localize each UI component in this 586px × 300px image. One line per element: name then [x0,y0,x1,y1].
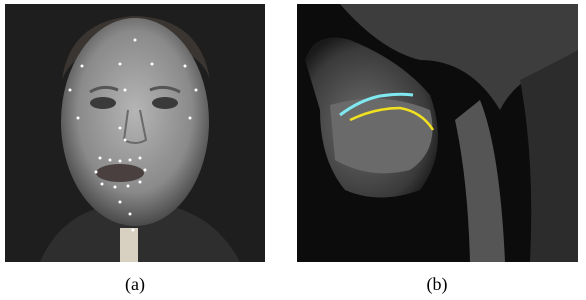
marker-dot [134,39,137,42]
marker-dot [99,157,102,160]
eye [152,97,178,109]
eye [90,97,116,109]
marker-dot [77,117,80,120]
caption: (a) [125,274,145,295]
marker-dot [195,89,198,92]
marker-dot [129,159,132,162]
marker-dot [124,89,127,92]
marker-dot [109,159,112,162]
marker-dot [119,201,122,204]
face [61,18,209,226]
marker-dot [144,169,147,172]
marker-dot [184,65,187,68]
marker-dot [127,185,130,188]
marker-dot [129,213,132,216]
marker-dot [189,117,192,120]
mouth [96,164,144,182]
panel-a-image [5,4,265,262]
marker-dot [139,157,142,160]
marker-dot [151,63,154,66]
marker-dot [81,65,84,68]
marker-dot [119,160,122,163]
marker-dot [119,127,122,130]
marker-dot [124,139,127,142]
marker-dot [119,63,122,66]
caption: (b) [427,274,448,295]
marker-dot [101,183,104,186]
marker-dot [69,89,72,92]
figure: (a) (b) [0,0,586,300]
panel-b-image [297,4,578,262]
marker-dot [139,181,142,184]
page: (a) (b) (() => { const data = JSON.parse… [0,0,586,300]
marker-dot [95,171,98,174]
marker-dot [114,186,117,189]
marker-dot [132,229,135,232]
sensor-cable [120,228,138,262]
